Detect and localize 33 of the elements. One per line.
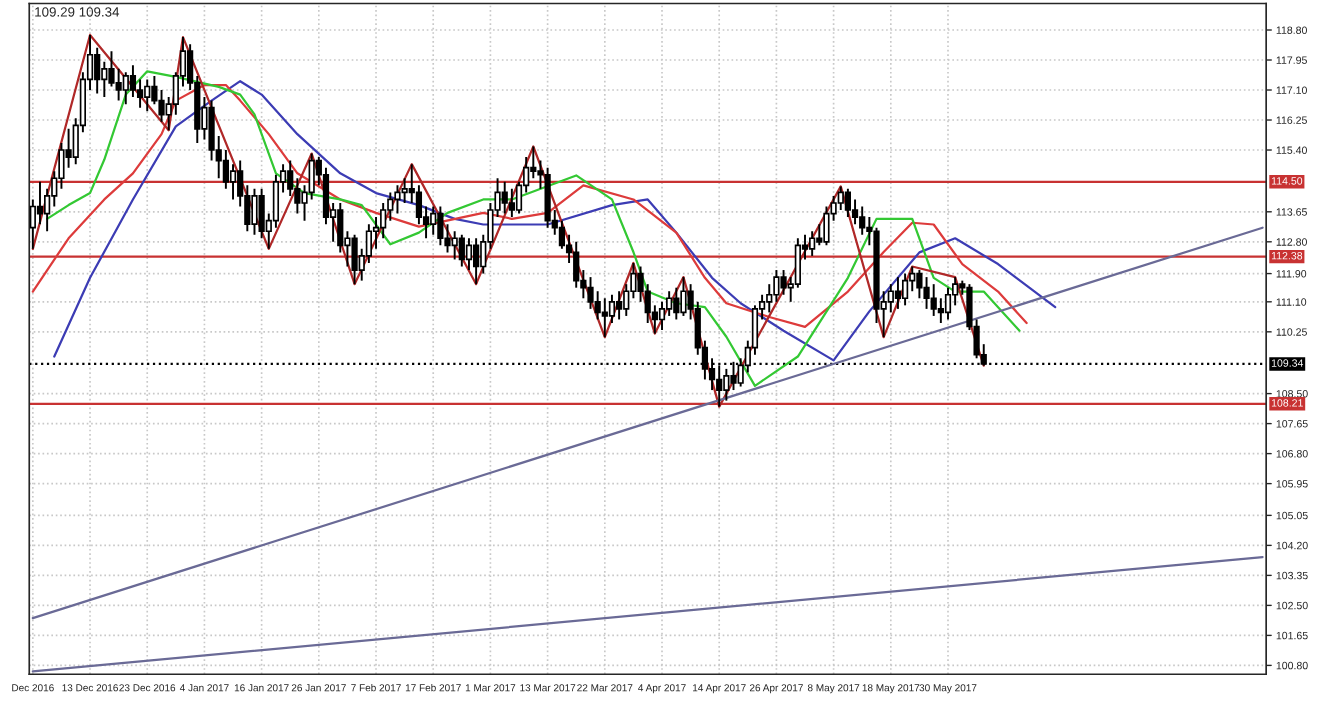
line-series [31, 33, 985, 408]
candlestick [229, 163, 237, 201]
candlestick [615, 290, 623, 321]
candlestick [673, 286, 680, 321]
candlestick [723, 367, 730, 402]
candlestick [430, 205, 437, 236]
candlestick [930, 283, 937, 317]
candlestick [472, 237, 480, 286]
candlestick [115, 67, 122, 102]
candlestick [101, 60, 108, 99]
candlestick [465, 237, 473, 272]
candlestick [144, 78, 151, 113]
candlestick [844, 187, 852, 219]
candlestick [122, 71, 129, 106]
candlestick [601, 297, 608, 339]
candlestick [680, 276, 687, 317]
candlestick [94, 46, 101, 95]
candlestick [351, 233, 358, 286]
candlestick [923, 276, 930, 310]
candlestick [901, 272, 909, 307]
candlestick [501, 180, 508, 215]
candlestick [36, 180, 44, 226]
candlestick [809, 230, 816, 257]
candlestick [437, 205, 444, 247]
candlestick [508, 187, 515, 219]
candlestick [544, 166, 551, 229]
candlestick [894, 276, 902, 310]
candlestick [251, 187, 258, 236]
candlestick [451, 230, 458, 261]
candlestick [394, 184, 401, 215]
candlestick [458, 233, 465, 268]
candlestick [780, 269, 787, 296]
candlestick [308, 152, 315, 201]
